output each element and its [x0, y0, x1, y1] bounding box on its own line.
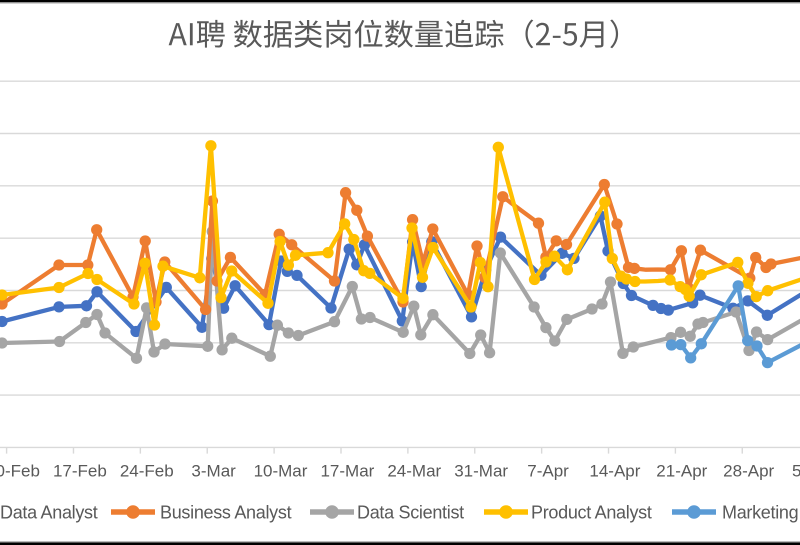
svg-text:17-Feb: 17-Feb [53, 462, 107, 481]
svg-text:17-Mar: 17-Mar [320, 462, 374, 481]
svg-text:5-May: 5-May [792, 462, 800, 481]
svg-text:Product Analyst: Product Analyst [531, 503, 652, 523]
svg-text:Data Analyst: Data Analyst [0, 503, 98, 523]
svg-text:Business Analyst: Business Analyst [160, 503, 292, 523]
svg-text:7-Apr: 7-Apr [527, 462, 569, 481]
svg-text:10-Mar: 10-Mar [254, 462, 308, 481]
svg-text:14-Apr: 14-Apr [589, 462, 640, 481]
svg-text:31-Mar: 31-Mar [454, 462, 508, 481]
svg-text:28-Apr: 28-Apr [723, 462, 774, 481]
svg-text:24-Mar: 24-Mar [387, 462, 441, 481]
svg-text:10-Feb: 10-Feb [0, 462, 40, 481]
svg-text:Marketing Analyst: Marketing Analyst [722, 503, 800, 523]
svg-text:21-Apr: 21-Apr [656, 462, 707, 481]
svg-text:Data Scientist: Data Scientist [357, 503, 464, 523]
svg-text:24-Feb: 24-Feb [120, 462, 174, 481]
svg-text:3-Mar: 3-Mar [191, 462, 236, 481]
